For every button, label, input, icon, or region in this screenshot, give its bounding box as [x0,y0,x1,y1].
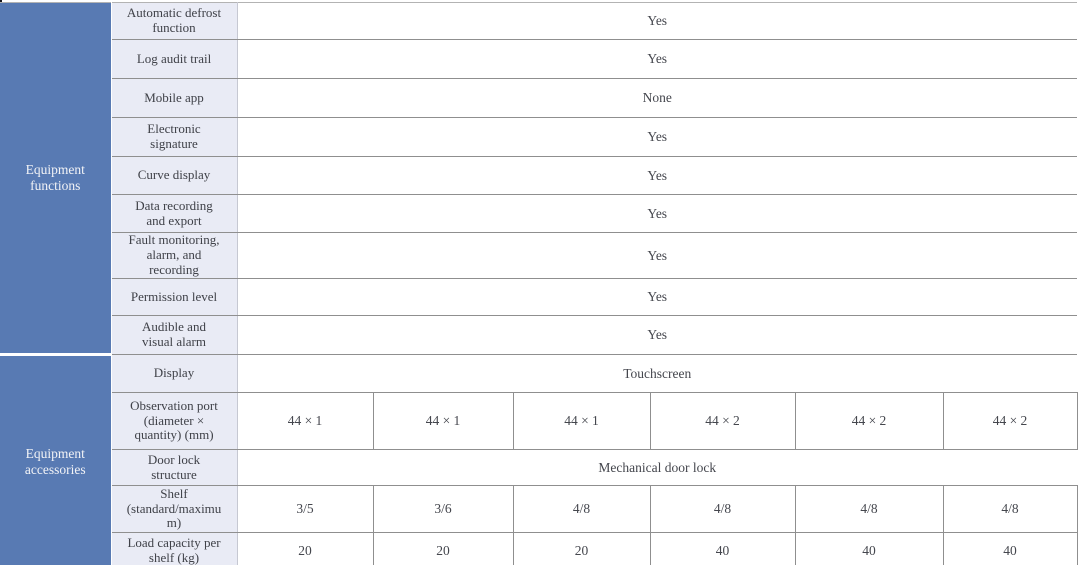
row-label: Electronic signature [111,117,238,157]
row-label: Door lock structure [111,449,238,486]
value-cell: 4/8 [512,485,650,533]
row-value: None [237,78,1077,118]
spec-row: Equipment accessories Display Touchscree… [0,353,1077,565]
value-cell: 44 × 2 [794,392,943,450]
spec-row: Observation port (diameter × quantity) (… [0,392,1078,450]
spec-row: Load capacity per shelf (kg) 20 20 20 40… [0,532,1078,565]
spec-row: Permission level Yes [0,278,1077,316]
row-label: Automatic defrost function [111,2,238,40]
spec-row: Curve display Yes [0,156,1077,195]
value-cell: 20 [372,532,513,565]
value-cell: 20 [512,532,650,565]
spec-row: Equipment functions Automatic defrost fu… [0,2,1077,355]
row-label: Data recording and export [111,194,238,233]
value-cell: 20 [236,532,373,565]
spec-row: Mobile app None [0,78,1077,118]
value-cell: 4/8 [942,485,1078,533]
value-cell: 40 [794,532,943,565]
value-cell: 44 × 1 [236,392,373,450]
value-cell: 4/8 [649,485,795,533]
value-cell: 44 × 2 [942,392,1078,450]
spec-row: Data recording and export Yes [0,194,1077,233]
section-header-equipment-accessories: Equipment accessories [0,353,112,565]
row-label: Mobile app [111,78,238,118]
row-label: Fault monitoring, alarm, and recording [111,232,238,279]
row-value: Yes [237,117,1077,157]
row-value: Yes [237,2,1077,40]
row-label: Permission level [111,278,238,316]
row-label: Display [111,354,238,393]
row-label: Load capacity per shelf (kg) [111,532,238,565]
value-cell: 44 × 1 [372,392,513,450]
row-value: Yes [237,315,1077,355]
value-cell: 44 × 2 [649,392,795,450]
row-value: Yes [237,194,1077,233]
section-header-equipment-functions: Equipment functions [0,2,112,355]
row-label: Curve display [111,156,238,195]
spec-row: Audible and visual alarm Yes [0,315,1077,355]
row-label: Shelf (standard/maximu m) [111,485,238,533]
spec-row: Fault monitoring, alarm, and recording Y… [0,232,1077,279]
row-value: Yes [237,156,1077,195]
value-cell: 3/5 [236,485,373,533]
value-cell: 44 × 1 [512,392,650,450]
row-label: Audible and visual alarm [111,315,238,355]
spec-row: Electronic signature Yes [0,117,1077,157]
value-cell: 40 [649,532,795,565]
row-value: Yes [237,39,1077,79]
value-cell: 4/8 [794,485,943,533]
spec-row: Door lock structure Mechanical door lock [0,449,1077,486]
row-label: Log audit trail [111,39,238,79]
row-value: Yes [237,232,1077,279]
row-value: Yes [237,278,1077,316]
value-cell: 40 [942,532,1078,565]
spec-row: Log audit trail Yes [0,39,1077,79]
row-label: Observation port (diameter × quantity) (… [111,392,238,450]
spec-row: Shelf (standard/maximu m) 3/5 3/6 4/8 4/… [0,485,1078,533]
value-cell: 3/6 [372,485,513,533]
row-value: Touchscreen [237,354,1077,393]
row-value: Mechanical door lock [237,449,1077,486]
